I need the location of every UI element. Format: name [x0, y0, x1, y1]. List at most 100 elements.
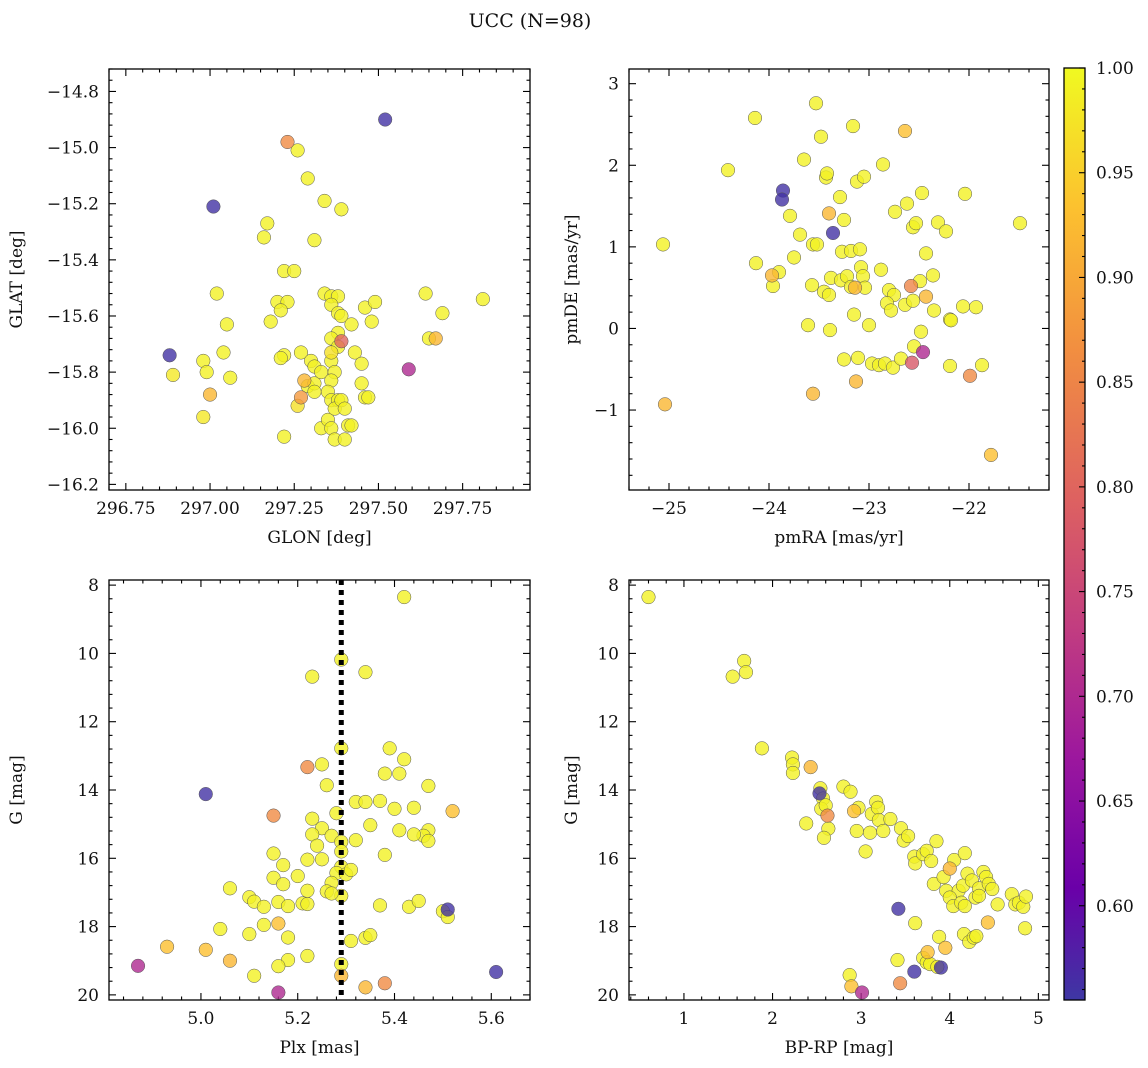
scatter-point [876, 823, 891, 839]
scatter-point [363, 818, 378, 833]
scatter-point [307, 233, 322, 248]
scatter-point [300, 896, 315, 912]
scatter-point [300, 883, 315, 898]
x-axis-label: Plx [mas] [279, 1038, 359, 1058]
colorbar-tick-label: 0.60 [1096, 897, 1134, 917]
scatter-point [387, 801, 402, 816]
scatter-point [985, 881, 1000, 897]
scatter-point [287, 264, 302, 279]
scatter-point [377, 976, 392, 991]
scatter-point [300, 948, 315, 964]
y-tick-label: 8 [608, 576, 619, 596]
x-tick-label: 5.2 [284, 1009, 311, 1029]
scatter-point [209, 286, 224, 301]
scatter-point [263, 314, 278, 329]
scatter-point [271, 985, 286, 1000]
scatter-point [213, 921, 228, 937]
scatter-point [836, 212, 852, 227]
scatter-point [222, 953, 238, 968]
figure-title: UCC (N=98) [469, 10, 592, 32]
scatter-point [202, 387, 218, 402]
scatter-point [307, 384, 322, 399]
colorbar-tick-label: 0.85 [1096, 373, 1134, 393]
scatter-point [641, 590, 656, 605]
scatter-point [974, 358, 990, 373]
scatter-point [276, 877, 291, 892]
scatter-point [920, 945, 935, 960]
panel-glon-glat: 296.75 297.00 297.25 297.50 297.75 −16.2 −16.0… [7, 68, 531, 548]
scatter-point [428, 331, 443, 346]
y-tick-label: 12 [77, 713, 99, 733]
scatter-point [198, 787, 213, 802]
scatter-point [858, 844, 873, 859]
scatter-point [883, 303, 899, 318]
scatter-point [358, 794, 373, 810]
scatter-point [334, 202, 349, 217]
y-tick-label: 12 [597, 713, 619, 733]
x-tick-label: 2 [767, 1009, 778, 1029]
x-axis-label: GLON [deg] [267, 528, 371, 548]
colorbar-tick-label: 1.00 [1096, 59, 1134, 79]
scatter-points [641, 590, 1034, 1000]
scatter-point [836, 352, 852, 367]
scatter-point [969, 929, 984, 944]
y-tick-label: −1 [594, 401, 619, 421]
scatter-point [887, 204, 903, 219]
colorbar-tick-label: 0.70 [1096, 687, 1134, 707]
scatter-point [216, 345, 231, 360]
scatter-point [256, 917, 271, 932]
y-tick-label: 10 [597, 644, 619, 664]
scatter-point [938, 224, 954, 239]
scatter-point [196, 409, 211, 425]
scatter-point [435, 306, 450, 321]
scatter-point [738, 665, 754, 680]
scatter-point [754, 741, 769, 756]
scatter-point [926, 876, 941, 891]
x-tick-label: 5.4 [381, 1009, 408, 1029]
scatter-point [862, 825, 878, 840]
scatter-point [277, 429, 292, 444]
scatter-point [821, 206, 837, 221]
scatter-points [162, 112, 490, 447]
x-tick-label: 296.75 [96, 499, 155, 519]
scatter-point [324, 345, 339, 360]
scatter-point [804, 278, 820, 293]
scatter-point [748, 256, 764, 271]
scatter-point [968, 300, 984, 315]
scatter-point [319, 778, 334, 793]
scatter-point [809, 237, 825, 252]
scatter-point [885, 360, 901, 375]
scatter-point [406, 827, 421, 842]
scatter-point [808, 96, 824, 111]
scatter-point [290, 868, 305, 884]
scatter-point [861, 318, 877, 333]
scatter-point [893, 976, 908, 991]
scatter-point [942, 358, 958, 374]
scatter-point [337, 401, 352, 416]
scatter-point [273, 351, 288, 366]
x-axis-label: pmRA [mas/yr] [774, 528, 903, 548]
scatter-point [397, 752, 412, 767]
scatter-point [199, 365, 214, 380]
scatter-point [364, 314, 379, 329]
scatter-point [957, 899, 972, 914]
scatter-point [310, 838, 325, 853]
scatter-point [130, 958, 146, 973]
scatter-point [293, 345, 309, 360]
y-axis-label: pmDE [mas/yr] [562, 214, 582, 344]
scatter-point [821, 287, 837, 303]
y-tick-label: 2 [608, 156, 619, 176]
scatter-point [938, 940, 953, 955]
y-tick-label: 0 [608, 319, 619, 339]
scatter-point [347, 345, 362, 360]
scatter-point [256, 899, 271, 914]
scatter-point [957, 846, 972, 861]
y-axis-label: G [mag] [7, 755, 27, 824]
scatter-point [273, 303, 288, 318]
scatter-point [913, 324, 929, 339]
scatter-point [305, 669, 320, 684]
scatter-point [372, 793, 388, 808]
scatter-point [901, 829, 916, 844]
y-tick-label: −14.8 [47, 82, 99, 102]
